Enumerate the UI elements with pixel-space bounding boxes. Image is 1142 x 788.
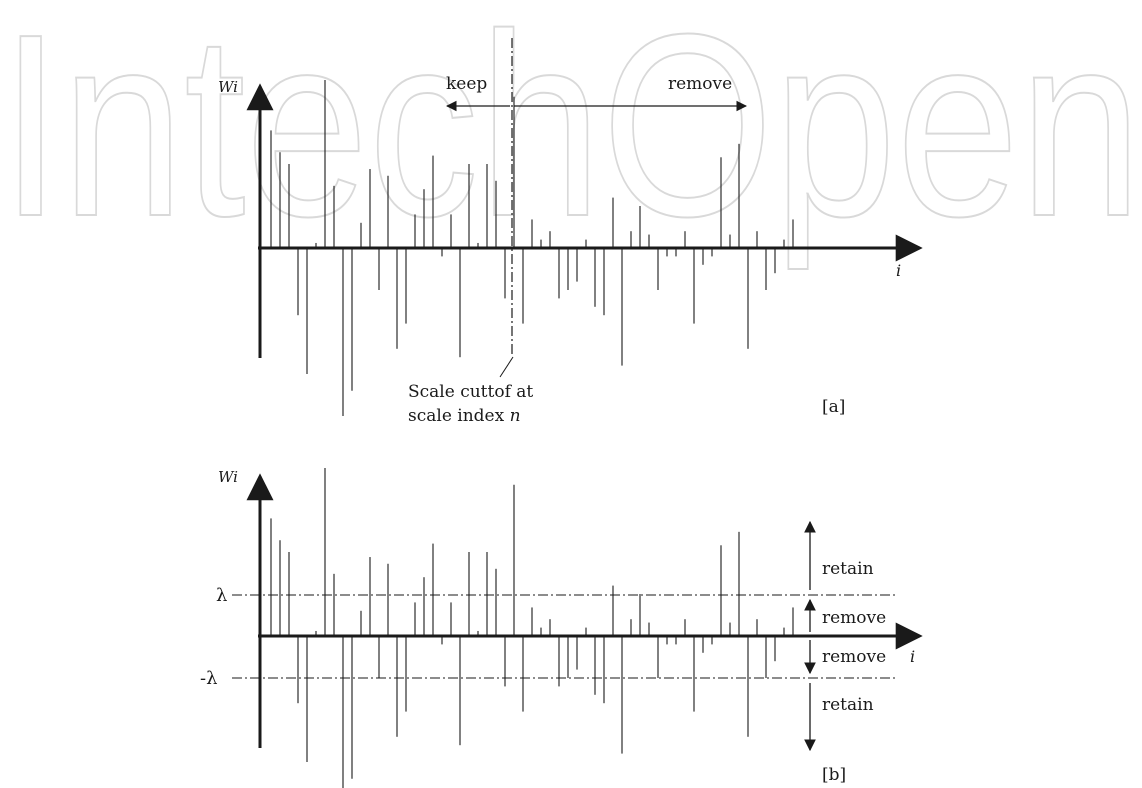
x-axis-label-b: i [910, 647, 915, 666]
y-axis-label-a: Wi [218, 78, 238, 96]
region-label-remove-upper: remove [822, 608, 886, 628]
x-axis-label-a: i [896, 261, 901, 280]
region-label-retain-upper: retain [822, 559, 874, 579]
cutoff-pointer [499, 356, 514, 378]
panel-tag-b: [b] [822, 765, 846, 785]
panel-b: Wi i λ -λ retain remove remove retain [b… [200, 468, 923, 788]
remove-label-a: remove [668, 74, 732, 94]
keep-label: keep [446, 74, 487, 94]
watermark: IntechOpen [0, 0, 1142, 272]
panel-tag-a: [a] [822, 397, 845, 417]
panel-a: Wi i keep remove Scale cuttof at scale i… [218, 38, 923, 426]
cutoff-note-line1: Scale cuttof at [408, 382, 533, 402]
region-label-retain-lower: retain [822, 695, 874, 715]
y-axis-label-b: Wi [218, 468, 238, 486]
threshold-label-positive: λ [216, 585, 227, 606]
region-label-remove-lower: remove [822, 647, 886, 667]
threshold-label-negative: -λ [200, 668, 218, 689]
coefficient-stems-b [270, 468, 794, 788]
coefficient-stems-a [270, 80, 794, 416]
cutoff-note-line2: scale index n [408, 406, 521, 426]
